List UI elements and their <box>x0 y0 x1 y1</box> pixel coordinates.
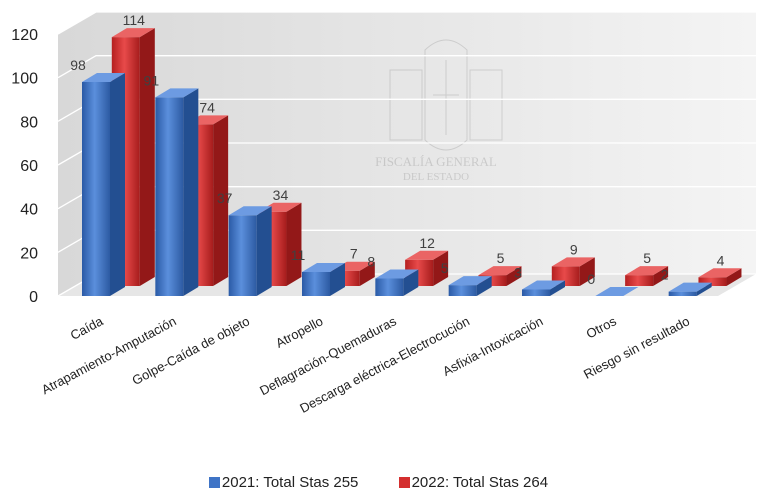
data-label-2021: 0 <box>587 271 595 287</box>
bar-top <box>405 250 449 260</box>
bar-side <box>330 262 345 296</box>
legend-swatch-2022 <box>398 477 410 488</box>
bar-side <box>506 266 522 286</box>
bar-2021 <box>228 206 272 296</box>
legend-swatch-2021 <box>208 477 220 488</box>
bar-side <box>696 282 712 296</box>
legend-label-2021: 2021: Total Stas 255 <box>221 474 359 491</box>
bar-side <box>403 269 419 296</box>
bar-front <box>375 278 404 296</box>
data-label-2022: 34 <box>273 187 289 203</box>
data-label-2021: 8 <box>367 254 375 270</box>
bar-2021 <box>375 269 419 296</box>
bar-chart: FISCALÍA GENERAL DEL ESTADO 020406080100… <box>11 11 756 416</box>
bar-side <box>433 250 449 286</box>
y-tick-label: 80 <box>20 114 38 131</box>
legend: 2021: Total Stas 255 2022: Total Stas 26… <box>0 474 757 491</box>
data-label-2022: 12 <box>419 235 435 251</box>
x-tick-label: Atrapamiento-Amputación <box>39 313 179 397</box>
bar-side <box>579 257 595 286</box>
bar-2021 <box>155 88 199 296</box>
data-label-2022: 9 <box>570 241 578 257</box>
bar-top <box>595 287 639 296</box>
bar-side <box>476 276 492 296</box>
gridline <box>57 55 756 79</box>
bar-front <box>625 275 654 286</box>
data-label-2021: 37 <box>217 190 233 206</box>
bar-front <box>668 291 697 296</box>
x-tick-label: Atropello <box>273 313 325 350</box>
watermark-text-1: FISCALÍA GENERAL <box>375 154 497 169</box>
bar-top <box>698 268 742 278</box>
bar-top <box>302 262 345 272</box>
data-label-2021: 98 <box>70 57 86 73</box>
bar-side <box>183 88 199 296</box>
bar-side <box>653 266 669 286</box>
data-label-2021: 3 <box>514 264 522 280</box>
bar-front <box>302 271 330 296</box>
bar-side <box>726 268 742 286</box>
bar-top <box>625 266 669 276</box>
bar-top <box>375 269 419 279</box>
y-tick-label: 20 <box>20 245 38 262</box>
bar-front <box>522 289 550 296</box>
data-label-2022: 5 <box>497 250 505 266</box>
data-label-2021: 91 <box>144 72 160 88</box>
bar-2021 <box>82 73 125 297</box>
bar-top <box>522 280 565 290</box>
y-tick-label: 0 <box>29 289 38 306</box>
data-label-2022: 74 <box>199 99 215 115</box>
bar-top <box>448 276 492 286</box>
bar-front <box>155 97 184 296</box>
bar-front <box>448 285 477 296</box>
bar-front <box>228 215 257 296</box>
data-label-2021: 2 <box>661 267 669 283</box>
bar-2021 <box>302 262 345 296</box>
data-label-2021: 5 <box>441 260 449 276</box>
legend-label-2022: 2022: Total Stas 264 <box>411 474 549 491</box>
bar-2021 <box>522 280 565 296</box>
bar-2021 <box>448 276 492 296</box>
watermark-text-2: DEL ESTADO <box>403 171 469 183</box>
bar-side <box>550 280 565 296</box>
y-tick-label: 100 <box>11 71 38 88</box>
y-tick-label: 40 <box>20 202 38 219</box>
bar-top <box>82 73 125 83</box>
bar-top <box>228 206 272 216</box>
bar-top <box>478 266 522 276</box>
data-label-2021: 11 <box>291 247 306 263</box>
bar-side <box>286 202 302 286</box>
bar-side <box>110 73 125 297</box>
bar-side <box>213 115 229 286</box>
gridline <box>57 11 756 35</box>
x-tick-label: Caída <box>68 313 106 343</box>
y-tick-label: 120 <box>11 27 38 44</box>
bar-top <box>111 28 155 38</box>
bar-2021 <box>595 287 639 296</box>
bar-2021 <box>668 282 712 296</box>
bar-side <box>139 28 155 286</box>
data-label-2022: 114 <box>123 12 146 28</box>
bar-side <box>256 206 272 296</box>
x-tick-label: Golpe-Caída de objeto <box>130 313 253 388</box>
data-label-2022: 7 <box>350 246 358 262</box>
x-tick-label: Otros <box>584 313 620 341</box>
legend-item-2021: 2021: Total Stas 255 <box>208 474 359 491</box>
bar-front <box>82 82 110 297</box>
bar-2022 <box>625 266 669 286</box>
bar-top <box>551 257 595 267</box>
data-label-2022: 5 <box>643 250 651 266</box>
y-tick-label: 60 <box>20 158 38 175</box>
watermark-emblem: FISCALÍA GENERAL DEL ESTADO <box>375 39 503 183</box>
data-label-2022: 4 <box>717 252 725 268</box>
bar-side <box>359 261 375 286</box>
legend-item-2022: 2022: Total Stas 264 <box>398 474 549 491</box>
bar-top <box>668 282 712 292</box>
bar-top <box>155 88 199 98</box>
